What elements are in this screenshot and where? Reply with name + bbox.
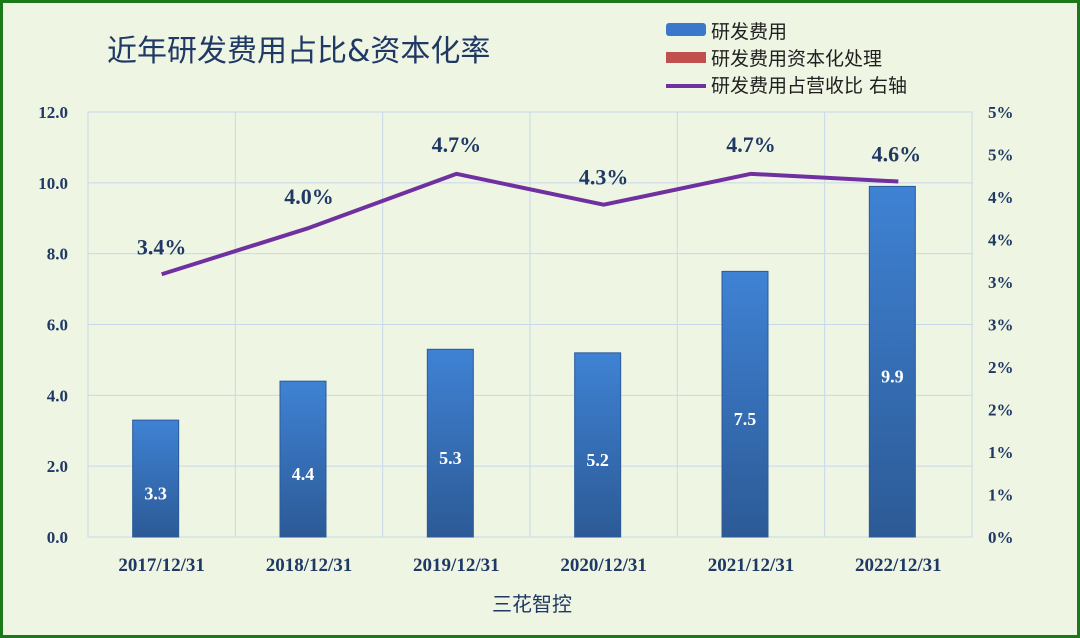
bar: [279, 380, 327, 538]
y-tick-right: 3%: [988, 273, 1014, 292]
y-tick-right: 4%: [988, 188, 1014, 207]
y-tick-right: 1%: [988, 443, 1014, 462]
y-tick-left: 2.0: [47, 457, 68, 476]
bar-data-label: 4.4: [292, 464, 315, 484]
bar-series: 3.3 4.4 5.3 5.2 7.5 9.9: [132, 185, 916, 538]
grid: [87, 111, 973, 538]
y-tick-right: 2%: [988, 401, 1014, 420]
x-tick: 2022/12/31: [855, 555, 942, 576]
y-tick-right: 5%: [988, 103, 1014, 122]
line-series: 3.4% 4.0% 4.7% 4.3% 4.7% 4.6%: [137, 132, 922, 277]
x-tick: 2020/12/31: [560, 555, 647, 576]
y-tick-left: 6.0: [47, 316, 68, 335]
y-tick-right: 1%: [988, 486, 1014, 505]
chart-title: 近年研发费用占比&资本化率: [107, 34, 490, 69]
bar: [868, 185, 916, 538]
legend: 研发费用 研发费用资本化处理 研发费用占营收比 右轴: [666, 21, 907, 97]
line-path: [161, 171, 899, 277]
y-tick-left: 12.0: [38, 103, 68, 122]
x-axis-label: 三花智控: [492, 592, 572, 616]
line-data-label: 3.4%: [137, 234, 187, 259]
x-tick: 2019/12/31: [413, 555, 500, 576]
bar-data-label: 5.2: [586, 450, 609, 470]
legend-label-capitalization: 研发费用资本化处理: [711, 48, 882, 70]
bar-data-label: 9.9: [881, 367, 904, 387]
x-axis: 2017/12/31 2018/12/31 2019/12/31 2020/12/31…: [118, 555, 941, 576]
legend-swatch-rd-expense: [666, 23, 706, 36]
bar-data-label: 7.5: [734, 409, 757, 429]
y-tick-left: 10.0: [38, 174, 68, 193]
legend-swatch-capitalization: [666, 52, 706, 63]
x-tick: 2018/12/31: [266, 555, 353, 576]
bar-data-label: 3.3: [144, 484, 167, 504]
legend-label-revenue-ratio: 研发费用占营收比 右轴: [711, 75, 907, 97]
y-tick-right: 0%: [988, 528, 1014, 547]
y-tick-right: 5%: [988, 146, 1014, 165]
line-data-label: 4.3%: [579, 165, 629, 190]
x-tick: 2017/12/31: [118, 555, 205, 576]
line-data-label: 4.7%: [726, 132, 776, 157]
y-tick-left: 0.0: [47, 528, 68, 547]
line-data-label: 4.0%: [284, 184, 334, 209]
bar: [132, 419, 180, 538]
line-data-label: 4.7%: [432, 132, 482, 157]
y-tick-right: 4%: [988, 231, 1014, 250]
bar: [574, 352, 622, 538]
y-axis-right: 0% 1% 1% 2% 2% 3% 3% 4% 4% 5% 5%: [988, 103, 1014, 547]
bar-data-label: 5.3: [439, 448, 462, 468]
x-tick: 2021/12/31: [708, 555, 795, 576]
y-tick-right: 3%: [988, 316, 1014, 335]
bar: [721, 270, 769, 538]
y-axis-left: 0.0 2.0 4.0 6.0 8.0 10.0 12.0: [38, 103, 68, 547]
y-tick-left: 4.0: [47, 386, 68, 405]
y-tick-left: 8.0: [47, 245, 68, 264]
line-data-label: 4.6%: [872, 142, 922, 167]
y-tick-right: 2%: [988, 358, 1014, 377]
legend-label-rd-expense: 研发费用: [711, 21, 787, 43]
bar: [426, 348, 474, 538]
